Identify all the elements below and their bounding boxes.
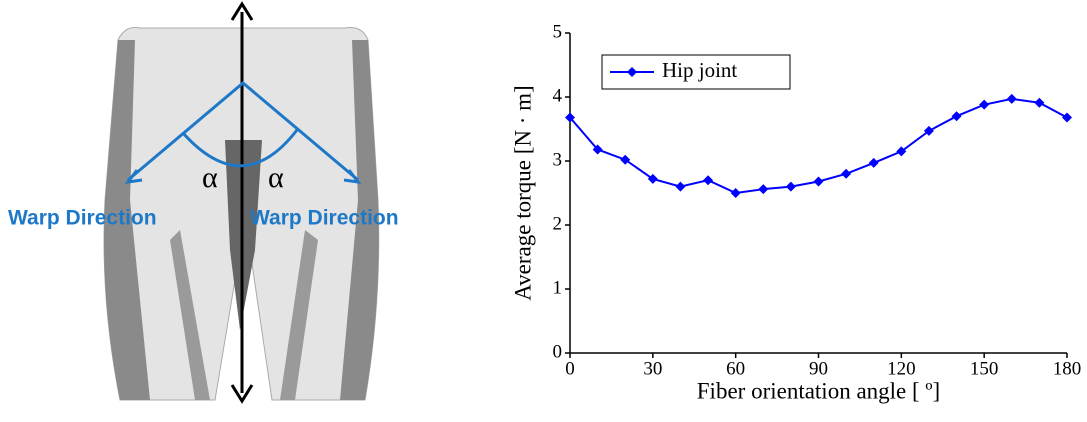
- warp-lines: [127, 81, 359, 182]
- data-point: [785, 181, 796, 192]
- data-point: [1062, 112, 1072, 123]
- data-point: [647, 173, 658, 184]
- x-axis-label: Fiber orientation angle [ º]: [697, 378, 940, 403]
- y-tick-label: 2: [553, 213, 563, 234]
- data-point: [951, 111, 962, 122]
- alpha-label: α: [202, 161, 218, 194]
- body-shade: [104, 40, 150, 400]
- y-tick-label: 0: [553, 341, 563, 362]
- x-tick-label: 30: [643, 358, 662, 379]
- x-tick-label: 60: [726, 358, 745, 379]
- data-point: [592, 144, 603, 155]
- data-point: [675, 181, 686, 192]
- arrow-head: [230, 1, 254, 404]
- legend-marker: [627, 67, 637, 77]
- leg-shade: [280, 230, 318, 400]
- data-point: [730, 188, 741, 198]
- x-tick-label: 120: [887, 358, 916, 379]
- y-tick-label: 5: [553, 21, 563, 42]
- x-tick-label: 0: [565, 358, 575, 379]
- data-point: [565, 112, 575, 123]
- warp-label: Warp Direction: [250, 207, 399, 230]
- legend: Hip joint: [601, 54, 791, 90]
- data-point: [868, 157, 879, 168]
- x-tick-label: 150: [970, 358, 999, 379]
- data-point: [841, 168, 852, 179]
- y-tick-label: 3: [553, 149, 563, 170]
- hip-illustration: α α Warp Direction Warp Direction: [8, 1, 399, 404]
- data-point: [703, 175, 714, 186]
- legend-label: Hip joint: [662, 58, 737, 82]
- data-point: [896, 146, 907, 157]
- body-shade: [340, 40, 379, 400]
- data-point: [1034, 97, 1045, 108]
- data-point: [620, 154, 631, 165]
- data-point: [1006, 93, 1017, 104]
- y-tick-label: 4: [553, 85, 563, 106]
- angle-arc: [181, 129, 299, 168]
- y-axis-label: Average torque [N · m]: [510, 85, 535, 300]
- alpha-label: α: [268, 161, 284, 194]
- warp-label: Warp Direction: [8, 207, 157, 230]
- data-point: [813, 176, 824, 187]
- x-tick-label: 180: [1053, 358, 1082, 379]
- chart: 0 1 2 3 4 5 0 30 60 90 120 150 180 Fiber orientation …: [510, 21, 1081, 403]
- leg-shade: [170, 230, 210, 400]
- data-point: [979, 99, 990, 110]
- x-tick-label: 90: [809, 358, 828, 379]
- data-point: [923, 125, 934, 136]
- warp-arrowheads: [124, 169, 362, 184]
- y-tick-label: 1: [553, 277, 563, 298]
- data-point: [758, 184, 769, 195]
